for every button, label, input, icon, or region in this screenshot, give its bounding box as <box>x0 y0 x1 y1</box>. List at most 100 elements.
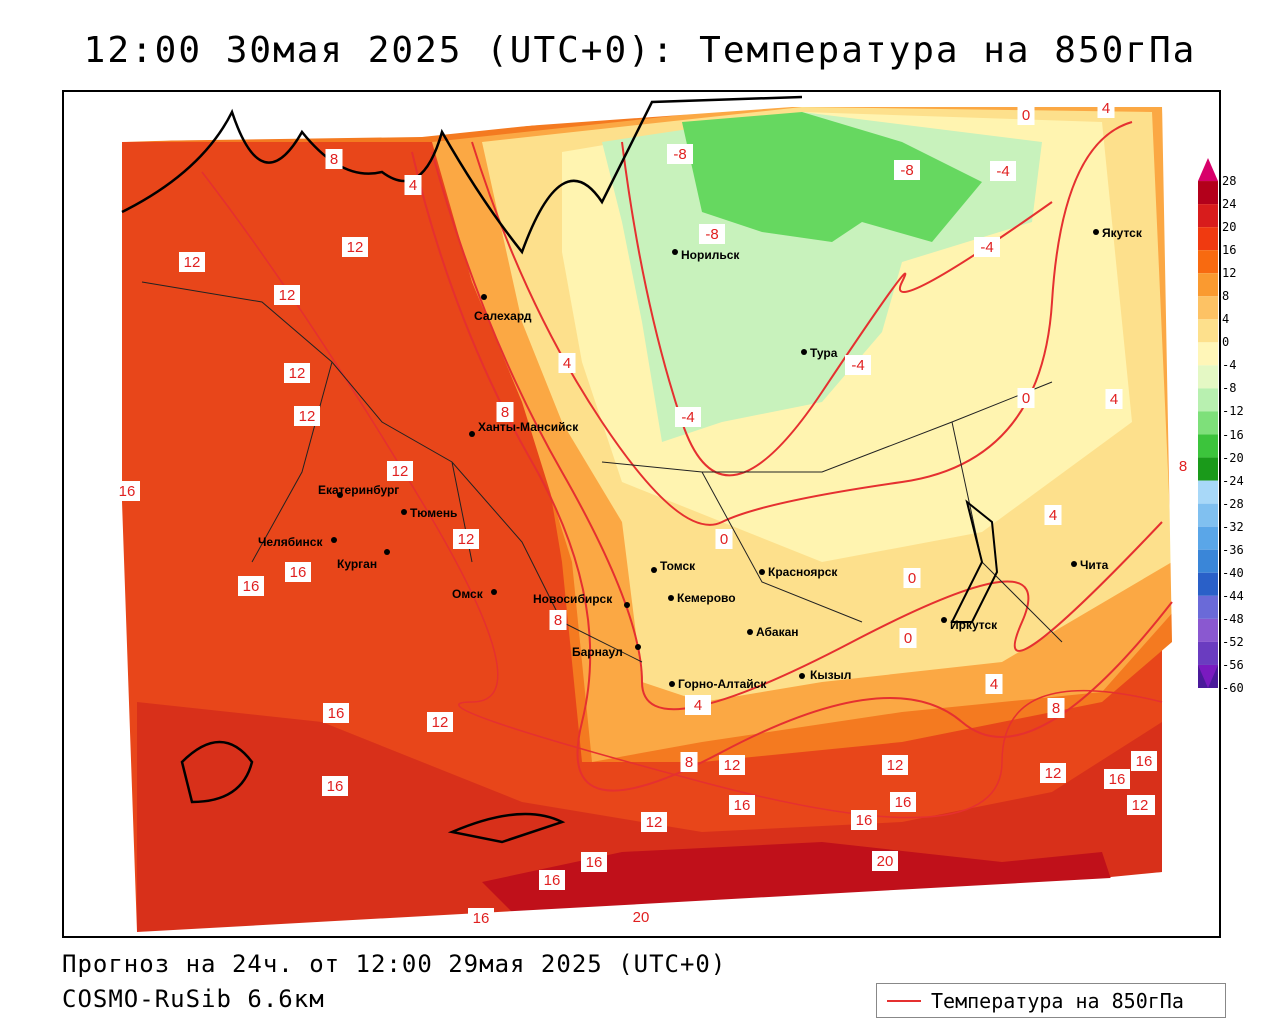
colorbar-swatch <box>1198 503 1218 527</box>
city-marker <box>401 509 407 515</box>
contour-label-bg <box>114 481 140 501</box>
city-label: Омск <box>452 587 484 601</box>
contour-label: -4 <box>681 409 694 426</box>
map-title: 12:00 30мая 2025 (UTC+0): Температура на… <box>83 30 1197 71</box>
baikal-lake <box>950 499 999 623</box>
contour-label-bg <box>1044 505 1062 525</box>
city-label: Курган <box>337 557 377 571</box>
contour-label-bg <box>851 810 877 830</box>
contour-label: 12 <box>724 757 741 774</box>
city-label: Норильск <box>681 248 740 262</box>
colorbar-top-arrow <box>1198 158 1218 182</box>
city-marker <box>747 629 753 635</box>
colorbar-swatch <box>1198 319 1218 343</box>
contour-label: 16 <box>895 794 912 811</box>
colorbar-swatch <box>1198 227 1218 251</box>
contour-label-bg <box>549 610 567 630</box>
colorbar <box>1198 158 1218 688</box>
contour-label: -8 <box>673 146 686 163</box>
contour-label-bg <box>729 795 755 815</box>
legend: Температура на 850гПа <box>876 983 1226 1018</box>
contour-label: 12 <box>279 287 296 304</box>
contour-label: 12 <box>432 714 449 731</box>
colorbar-swatch <box>1198 365 1218 389</box>
contour-label-bg <box>496 402 514 422</box>
contour-label-bg <box>699 224 725 244</box>
city-marker <box>801 349 807 355</box>
domain-mask-left <box>64 142 137 936</box>
temperature-map: Салехард Норильск Якутск Тура Ханты-Мансийск… <box>62 90 1221 938</box>
contour-label-bg <box>387 461 413 481</box>
colorbar-swatch <box>1198 595 1218 619</box>
city-marker <box>668 595 674 601</box>
contour-label: 4 <box>563 355 571 372</box>
contour-label: 16 <box>327 778 344 795</box>
colorbar-tick-label: -56 <box>1222 657 1244 672</box>
legend-line-swatch <box>887 999 921 1002</box>
city-marker <box>491 589 497 595</box>
colorbar-swatch <box>1198 273 1218 297</box>
city-marker <box>624 602 630 608</box>
colorbar-tick-label: -52 <box>1222 634 1244 649</box>
contour-label-bg <box>990 161 1016 181</box>
forecast-info: Прогноз на 24ч. от 12:00 29мая 2025 (UTC… <box>62 950 727 978</box>
contour-label: 16 <box>473 910 490 927</box>
city-layer: Салехард Норильск Якутск Тура Ханты-Мансийск… <box>258 226 1143 691</box>
contour-label-bg <box>238 576 264 596</box>
contour-label: 16 <box>856 812 873 829</box>
colorbar-tick-label: -60 <box>1222 681 1244 695</box>
colorbar-swatch <box>1198 641 1218 665</box>
contour-label: 16 <box>1136 753 1153 770</box>
contour-label: 8 <box>330 151 338 168</box>
city-marker <box>672 249 678 255</box>
colorbar-tick-label: 28 <box>1222 174 1237 189</box>
colorbar-tick-label: 0 <box>1222 335 1230 350</box>
contour-label: 8 <box>685 754 693 771</box>
contour-label-bg <box>974 237 1000 257</box>
contour-minus4 <box>621 141 1053 477</box>
colorbar-swatch <box>1198 457 1218 481</box>
colorbar-tick-label: -16 <box>1222 427 1244 442</box>
city-marker <box>651 567 657 573</box>
legend-label: Температура на 850гПа <box>931 988 1184 1013</box>
city-label: Челябинск <box>258 535 323 549</box>
contour-label-bg <box>641 812 667 832</box>
city-label: Иркутск <box>950 618 998 632</box>
contour-label-bg <box>1040 763 1066 783</box>
contour-label-bg <box>894 160 920 180</box>
contour-label-bg <box>985 674 1003 694</box>
contour-label: 4 <box>1049 507 1057 524</box>
colorbar-tick-label: 4 <box>1222 312 1230 327</box>
contour-label: 12 <box>646 814 663 831</box>
contour-label-bg <box>427 712 453 732</box>
contour-label: 16 <box>328 705 345 722</box>
city-label: Новосибирск <box>533 592 613 606</box>
contour-label-bg <box>274 285 300 305</box>
contour-label-bg <box>1097 98 1115 118</box>
contour-label-bg <box>539 870 565 890</box>
colorbar-bottom-arrow <box>1198 664 1218 688</box>
contour-label-bg <box>179 252 205 272</box>
contour-label-bg <box>1127 795 1153 815</box>
contour-label-bg <box>294 406 320 426</box>
contour-label: 16 <box>1109 771 1126 788</box>
contour-label-bg <box>1105 389 1123 409</box>
colorbar-swatch <box>1198 434 1218 458</box>
contour-label: 12 <box>1132 797 1149 814</box>
colorbar-tick-label: -32 <box>1222 519 1244 534</box>
colorbar-tick-label: -20 <box>1222 450 1244 465</box>
city-marker <box>669 681 675 687</box>
colorbar-svg <box>1198 158 1218 688</box>
contour-label: -4 <box>980 239 993 256</box>
city-label: Тура <box>810 346 838 360</box>
contour-label: 20 <box>633 909 650 926</box>
colorbar-tick-label: 24 <box>1222 197 1237 212</box>
colorbar-swatch <box>1198 250 1218 274</box>
contour-label: -4 <box>851 357 864 374</box>
colorbar-swatch <box>1198 549 1218 573</box>
city-label: Барнаул <box>572 645 623 659</box>
colorbar-tick-label: -12 <box>1222 404 1244 419</box>
contour-label: -4 <box>996 163 1009 180</box>
colorbar-tick-label: -36 <box>1222 542 1244 557</box>
city-label: Тюмень <box>410 506 457 520</box>
